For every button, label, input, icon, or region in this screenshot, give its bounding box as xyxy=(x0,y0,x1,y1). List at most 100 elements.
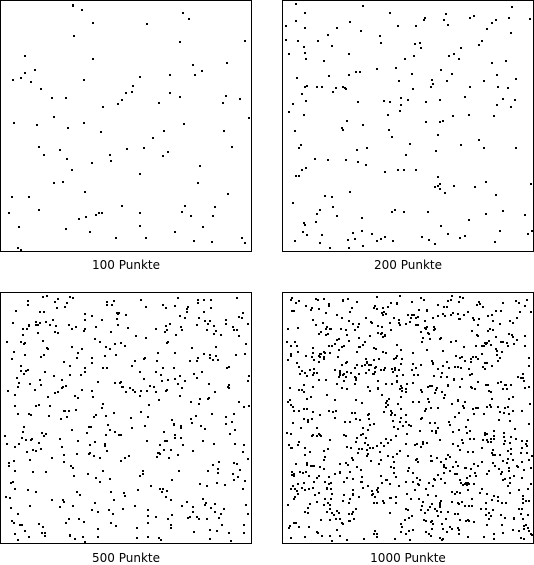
point xyxy=(342,299,344,301)
point xyxy=(114,343,116,345)
point xyxy=(427,386,429,388)
point xyxy=(169,323,171,325)
point xyxy=(383,369,385,371)
point xyxy=(191,347,193,349)
point xyxy=(13,122,15,124)
point xyxy=(448,55,450,57)
point xyxy=(527,527,529,529)
point xyxy=(371,490,373,492)
point xyxy=(413,374,415,376)
point xyxy=(207,470,209,472)
point xyxy=(408,517,410,519)
point xyxy=(174,352,176,354)
point xyxy=(192,450,194,452)
point xyxy=(458,529,460,531)
point xyxy=(73,35,75,37)
point xyxy=(80,374,82,376)
point xyxy=(296,490,298,492)
point xyxy=(524,305,526,307)
point xyxy=(147,515,149,517)
point xyxy=(464,96,466,98)
point xyxy=(356,466,358,468)
point xyxy=(41,532,43,534)
point xyxy=(411,73,413,75)
point xyxy=(329,504,331,506)
point xyxy=(197,182,199,184)
point xyxy=(293,475,295,477)
point xyxy=(400,363,402,365)
point xyxy=(236,329,238,331)
point xyxy=(170,524,172,526)
point xyxy=(366,455,368,457)
point xyxy=(454,493,456,495)
point xyxy=(412,401,414,403)
point xyxy=(429,338,431,340)
point xyxy=(166,490,168,492)
point xyxy=(468,483,470,485)
point xyxy=(511,334,513,336)
point xyxy=(376,445,378,447)
point xyxy=(435,150,437,152)
point xyxy=(304,86,306,88)
point xyxy=(76,357,78,359)
point xyxy=(334,399,336,401)
point xyxy=(248,117,250,119)
point xyxy=(311,307,313,309)
point xyxy=(343,434,345,436)
point xyxy=(398,322,400,324)
point xyxy=(500,310,502,312)
point xyxy=(31,438,33,440)
point xyxy=(241,317,243,319)
point xyxy=(345,435,347,437)
point xyxy=(531,230,533,232)
point xyxy=(486,439,488,441)
point xyxy=(125,391,127,393)
point xyxy=(196,516,198,518)
point xyxy=(371,233,373,235)
point xyxy=(352,232,354,234)
point xyxy=(375,366,377,368)
point xyxy=(464,401,466,403)
point xyxy=(502,210,504,212)
point xyxy=(38,404,40,406)
point xyxy=(354,412,356,414)
point xyxy=(420,389,422,391)
point xyxy=(405,443,407,445)
point xyxy=(466,484,468,486)
point xyxy=(331,345,333,347)
point xyxy=(85,216,87,218)
point xyxy=(310,309,312,311)
point xyxy=(457,445,459,447)
point xyxy=(394,209,396,211)
point xyxy=(186,308,188,310)
point xyxy=(70,465,72,467)
point xyxy=(81,9,83,11)
point xyxy=(207,323,209,325)
point xyxy=(64,306,66,308)
point xyxy=(368,369,370,371)
point xyxy=(481,461,483,463)
point xyxy=(292,422,294,424)
point xyxy=(99,481,101,483)
point xyxy=(405,323,407,325)
point xyxy=(466,477,468,479)
point xyxy=(77,352,79,354)
point xyxy=(306,462,308,464)
point xyxy=(368,413,370,415)
point xyxy=(437,185,439,187)
point xyxy=(521,447,523,449)
point xyxy=(440,478,442,480)
point xyxy=(382,351,384,353)
point xyxy=(406,433,408,435)
point xyxy=(515,147,517,149)
point xyxy=(400,104,402,106)
point xyxy=(374,530,376,532)
point xyxy=(124,345,126,347)
point xyxy=(395,502,397,504)
point xyxy=(89,231,91,233)
point xyxy=(339,372,341,374)
point xyxy=(523,525,525,527)
point xyxy=(293,410,295,412)
point xyxy=(109,429,111,431)
point xyxy=(144,357,146,359)
